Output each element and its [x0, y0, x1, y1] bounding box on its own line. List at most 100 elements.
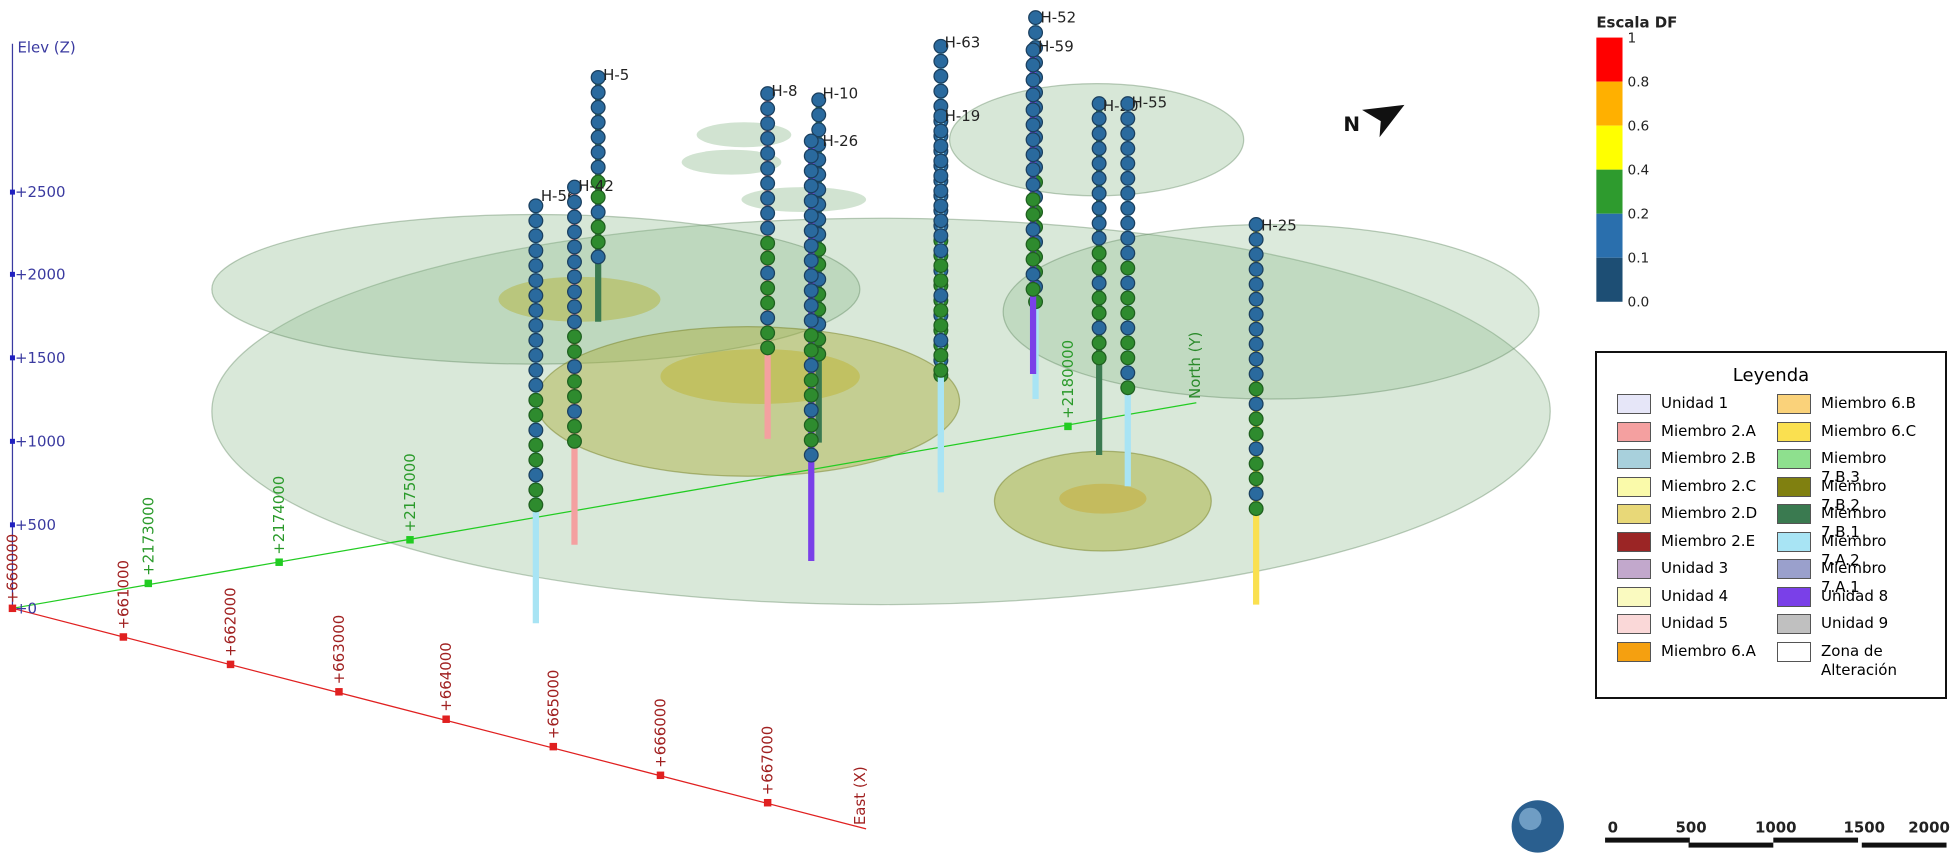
elev-tick: [9, 522, 15, 528]
legend-label: Miembro 7.B.2: [1821, 476, 1887, 514]
legend-label: Miembro 2.A: [1661, 421, 1756, 440]
sample-point: [760, 325, 776, 341]
isosurface-high: [1059, 483, 1147, 514]
sample-point: [933, 303, 949, 318]
sample-point: [567, 224, 582, 240]
north-tick-label: +2174000: [270, 476, 288, 555]
sample-point: [1120, 260, 1136, 276]
sample-point: [1025, 117, 1041, 133]
sample-point: [528, 437, 544, 453]
sample-point: [803, 387, 819, 403]
sample-point: [803, 208, 819, 224]
legend-item: Unidad 8: [1777, 586, 1947, 615]
legend-swatch: [1617, 641, 1651, 662]
sample-point: [528, 258, 544, 274]
legend-swatch: [1617, 449, 1651, 469]
legend-swatch: [1617, 394, 1651, 414]
sample-point: [1091, 290, 1107, 306]
legend-swatch: [1617, 531, 1651, 552]
sample-point: [1120, 320, 1136, 336]
sample-point: [1120, 275, 1136, 291]
legend-swatch: [1777, 641, 1811, 662]
sample-point: [567, 329, 582, 345]
sample-point: [1120, 141, 1136, 156]
sample-point: [933, 108, 949, 124]
sample-point: [803, 327, 819, 343]
sample-point: [590, 234, 606, 250]
sample-point: [567, 433, 582, 449]
north-tick: [406, 536, 414, 544]
north-tick: [144, 579, 153, 588]
sample-point: [528, 317, 544, 333]
sample-point: [760, 145, 776, 161]
sample-point: [590, 84, 606, 100]
sample-point: [803, 268, 819, 284]
sample-point: [567, 209, 582, 225]
sample-point: [528, 243, 544, 259]
legend-label: Miembro 7.A.1: [1821, 559, 1887, 596]
drillholes: H-5H-8 H-10H-26H-63H-19H-52H-59H-20H-55H-…: [528, 9, 1297, 624]
north-arrow: [1362, 104, 1405, 138]
sample-point: [528, 228, 544, 244]
elev-axis-label: Elev (Z): [17, 39, 75, 57]
legend-items: Unidad 1 Miembro 2.A Miembro 2.B Miembro 2.…: [1597, 394, 1947, 679]
sample-point: [528, 407, 544, 423]
sample-point: [528, 288, 544, 304]
sample-point: [1091, 350, 1107, 366]
sample-point: [528, 303, 544, 318]
sample-point: [1091, 335, 1107, 351]
sample-point: [760, 235, 776, 251]
scale-bar: 0 500 1000 1500 2000: [1605, 819, 1950, 848]
sample-point: [803, 283, 819, 299]
sample-point: [1028, 10, 1044, 26]
sample-point: [590, 204, 606, 220]
isosurface-high: [660, 349, 860, 404]
legend-label: Zona de Alteración: [1821, 641, 1897, 679]
sample-point: [1025, 207, 1041, 223]
sample-point: [590, 189, 606, 205]
legend-label: Miembro 7.A.2: [1821, 531, 1887, 569]
sample-point: [933, 243, 949, 259]
sample-point: [590, 174, 606, 190]
east-tick-label: +663000: [330, 615, 348, 685]
sample-point: [760, 116, 776, 132]
east-origin-label: +660000: [3, 534, 21, 604]
sample-point: [1025, 72, 1041, 88]
drillhole-label: H-25: [1261, 217, 1297, 235]
legend-item: Miembro 2.C: [1617, 476, 1777, 505]
sample-point: [1248, 261, 1264, 277]
legend-item: Miembro 7.B.2: [1777, 476, 1947, 514]
sample-point: [760, 131, 776, 146]
sample-point: [933, 153, 949, 169]
sample-point: [1120, 380, 1136, 396]
sample-point: [760, 101, 776, 117]
sample-point: [1120, 185, 1136, 201]
sample-point: [760, 295, 776, 311]
sample-point: [1120, 365, 1136, 381]
legend-title: Leyenda: [1732, 365, 1810, 386]
sample-point: [1248, 321, 1264, 337]
sample-point: [1091, 170, 1107, 186]
color-scale-segment: [1596, 169, 1623, 214]
sample-point: [933, 213, 949, 229]
legend-label: Miembro 2.C: [1661, 476, 1757, 495]
sample-point: [760, 86, 776, 102]
sample-point: [933, 362, 949, 378]
legend-swatch: [1617, 476, 1651, 497]
sample-point: [528, 452, 544, 468]
scale-bar-segment: [1688, 842, 1774, 848]
drillhole-label: H-10: [822, 85, 858, 103]
sample-point: [1120, 111, 1136, 127]
drillhole-label: H-55: [1132, 93, 1168, 111]
color-scale-segment: [1596, 81, 1623, 126]
legend-label: Miembro 2.E: [1661, 531, 1756, 550]
sample-point: [1091, 260, 1107, 276]
legend-item: Miembro 7.A.1: [1777, 559, 1947, 596]
sample-point: [528, 198, 544, 214]
scale-bar-segment: [1861, 842, 1947, 848]
sample-point: [590, 69, 606, 85]
sample-point: [1025, 42, 1041, 58]
sample-point: [933, 317, 949, 333]
